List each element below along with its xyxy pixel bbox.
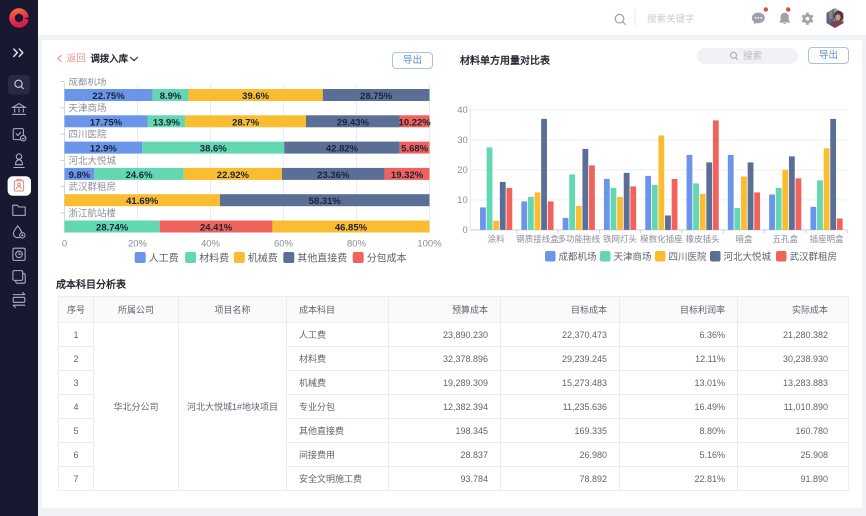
svg-text:29.43%: 29.43% xyxy=(337,117,370,128)
svg-text:12.9%: 12.9% xyxy=(90,144,117,155)
svg-text:五孔盒: 五孔盒 xyxy=(772,234,798,244)
svg-text:28.7%: 28.7% xyxy=(232,117,259,128)
svg-text:41.69%: 41.69% xyxy=(126,196,159,207)
svg-text:24.6%: 24.6% xyxy=(126,170,153,181)
svg-text:武汉群租房: 武汉群租房 xyxy=(790,251,838,263)
svg-text:20%: 20% xyxy=(128,239,148,250)
svg-text:39.6%: 39.6% xyxy=(242,91,269,102)
svg-text:分包成本: 分包成本 xyxy=(367,252,407,265)
svg-text:80%: 80% xyxy=(347,239,367,250)
svg-text:四川医院: 四川医院 xyxy=(669,251,708,263)
svg-text:钢质接线盒: 钢质接线盒 xyxy=(516,234,559,244)
svg-text:46.85%: 46.85% xyxy=(335,223,368,234)
svg-text:其他直接费: 其他直接费 xyxy=(297,252,347,265)
svg-text:天津商场: 天津商场 xyxy=(614,251,652,263)
svg-text:10.22%: 10.22% xyxy=(399,117,432,128)
svg-text:17.75%: 17.75% xyxy=(90,117,123,128)
svg-text:材料费: 材料费 xyxy=(199,252,229,265)
svg-text:40%: 40% xyxy=(201,239,221,250)
svg-text:38.6%: 38.6% xyxy=(200,144,227,155)
svg-text:42.82%: 42.82% xyxy=(326,144,359,155)
svg-text:30: 30 xyxy=(457,135,468,146)
svg-text:河北大悦城: 河北大悦城 xyxy=(724,251,772,263)
svg-text:22.75%: 22.75% xyxy=(92,91,125,102)
svg-text:涂料: 涂料 xyxy=(488,234,506,244)
svg-text:40: 40 xyxy=(457,105,468,116)
svg-text:河北大悦城: 河北大悦城 xyxy=(69,155,117,167)
svg-text:机械费: 机械费 xyxy=(248,252,278,265)
svg-text:23.36%: 23.36% xyxy=(317,170,350,181)
svg-text:模数化插座: 模数化插座 xyxy=(640,234,683,244)
svg-text:调拨入库: 调拨入库 xyxy=(91,53,129,64)
svg-text:武汉群租房: 武汉群租房 xyxy=(69,181,117,193)
svg-text:插座明盒: 插座明盒 xyxy=(810,234,845,244)
svg-text:橡皮插头: 橡皮插头 xyxy=(686,234,721,244)
svg-text:天津商场: 天津商场 xyxy=(69,102,107,114)
svg-text:58.31%: 58.31% xyxy=(309,196,342,207)
svg-text:人工费: 人工费 xyxy=(149,252,179,265)
svg-text:铁网灯头: 铁网灯头 xyxy=(603,234,638,244)
svg-text:20: 20 xyxy=(457,165,468,176)
svg-text:10: 10 xyxy=(457,195,468,206)
svg-text:浙江航站楼: 浙江航站楼 xyxy=(69,208,117,220)
svg-text:搜索: 搜索 xyxy=(743,50,762,62)
svg-text:四川医院: 四川医院 xyxy=(69,129,108,141)
svg-text:24.41%: 24.41% xyxy=(200,223,233,234)
svg-text:19.32%: 19.32% xyxy=(391,170,424,181)
svg-text:28.75%: 28.75% xyxy=(360,91,393,102)
svg-text:成都机场: 成都机场 xyxy=(559,251,597,263)
svg-text:多功能拖线: 多功能拖线 xyxy=(557,234,600,244)
svg-text:100%: 100% xyxy=(417,239,442,250)
svg-text:28.74%: 28.74% xyxy=(96,223,129,234)
svg-text:13.9%: 13.9% xyxy=(153,117,180,128)
svg-text:0: 0 xyxy=(62,239,67,250)
svg-text:5.68%: 5.68% xyxy=(401,144,428,155)
svg-text:返回: 返回 xyxy=(67,53,86,65)
svg-text:8.9%: 8.9% xyxy=(160,91,182,102)
svg-text:暗盒: 暗盒 xyxy=(735,234,753,244)
svg-text:成都机场: 成都机场 xyxy=(69,78,107,88)
svg-text:9.8%: 9.8% xyxy=(69,170,91,181)
svg-text:0: 0 xyxy=(463,225,468,236)
svg-text:22.92%: 22.92% xyxy=(217,170,250,181)
svg-text:搜索关键字: 搜索关键字 xyxy=(647,13,695,25)
svg-text:60%: 60% xyxy=(274,239,294,250)
